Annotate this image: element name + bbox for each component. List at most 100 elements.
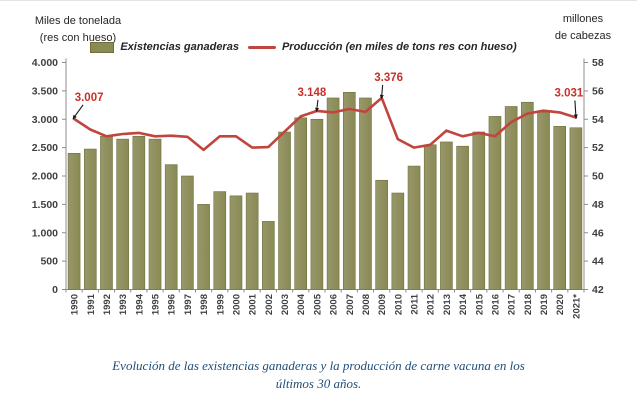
bar-2010 xyxy=(391,192,405,290)
x-tick-label-1996: 1996 xyxy=(167,294,178,315)
x-tick-label-1992: 1992 xyxy=(102,294,113,315)
x-tick-label-1995: 1995 xyxy=(151,293,162,315)
x-tick-label-2007: 2007 xyxy=(345,294,356,315)
bar-2019 xyxy=(537,111,550,290)
left-axis-tick-label: 3.000 xyxy=(32,114,58,126)
production-line xyxy=(72,96,578,152)
right-axis-tick-label: 46 xyxy=(592,227,604,239)
left-axis-tick-label: 3.500 xyxy=(32,85,58,97)
bar-2016 xyxy=(488,116,502,290)
right-axis-title-line1: millones xyxy=(562,13,604,25)
x-tick-label-2014: 2014 xyxy=(458,293,469,315)
x-tick-label-2011: 2011 xyxy=(410,293,421,314)
annotation-arrow-2009 xyxy=(381,84,384,95)
right-axis-tick-label: 52 xyxy=(592,142,604,154)
bar-2007 xyxy=(342,91,356,290)
x-tick-label-1990: 1990 xyxy=(70,294,81,315)
bar-2006 xyxy=(326,97,340,290)
annotation-label-1990: 3.007 xyxy=(75,92,104,104)
annotation-arrowhead-2021* xyxy=(573,114,578,119)
x-tick-label-1991: 1991 xyxy=(86,293,97,315)
x-tick-label-2008: 2008 xyxy=(361,294,372,315)
bar-2021* xyxy=(569,127,583,290)
left-axis-tick-label: 500 xyxy=(40,256,58,268)
left-axis-title: Miles de tonelada (res con hueso) xyxy=(16,13,140,46)
legend-label-existencias: Existencias ganaderas xyxy=(120,41,239,53)
bar-1990 xyxy=(67,153,81,290)
x-tick-label-2012: 2012 xyxy=(426,294,437,315)
bar-1996 xyxy=(164,164,178,290)
left-axis-tick-label: 1.000 xyxy=(32,227,58,239)
bar-1994 xyxy=(132,135,146,290)
bar-1995 xyxy=(148,138,162,290)
bar-2017 xyxy=(504,106,518,290)
left-axis-tick-label: 1.500 xyxy=(32,199,58,211)
annotation-arrowhead-2009 xyxy=(379,94,384,100)
x-tick-label-2013: 2013 xyxy=(442,294,453,315)
x-tick-label-2006: 2006 xyxy=(329,294,340,315)
bar-2014 xyxy=(456,145,469,290)
annotation-arrow-1990 xyxy=(74,104,84,117)
right-axis-tick-label: 48 xyxy=(592,199,604,211)
x-tick-label-2018: 2018 xyxy=(523,294,534,315)
bar-2009 xyxy=(375,179,388,290)
left-axis-title-line1: Miles de tonelada xyxy=(34,15,122,27)
annotation-label-2021*: 3.031 xyxy=(555,87,584,99)
x-tick-label-1998: 1998 xyxy=(199,294,210,315)
bar-series-swatch-icon xyxy=(90,41,115,53)
x-tick-label-2003: 2003 xyxy=(280,294,291,315)
x-tick-label-2004: 2004 xyxy=(296,293,307,315)
x-tick-label-2009: 2009 xyxy=(377,294,388,315)
bar-1999 xyxy=(213,191,227,290)
figure-caption: Evolución de las existencias ganaderas y… xyxy=(112,358,525,392)
x-tick-label-1999: 1999 xyxy=(215,294,226,315)
x-tick-label-2016: 2016 xyxy=(490,294,501,315)
x-tick-label-2020: 2020 xyxy=(555,294,566,315)
right-axis-tick-label: 50 xyxy=(592,171,604,183)
x-tick-label-2010: 2010 xyxy=(393,294,404,315)
right-axis-tick-label: 44 xyxy=(592,256,604,268)
bar-2012 xyxy=(423,144,437,290)
legend-item-existencias: Existencias ganaderas xyxy=(90,41,239,53)
x-tick-label-2019: 2019 xyxy=(539,294,550,315)
x-tick-label-2001: 2001 xyxy=(248,293,259,315)
right-axis-tick-label: 54 xyxy=(592,114,604,126)
right-axis-title: millones de cabezas xyxy=(540,11,626,44)
left-axis-tick-label: 0 xyxy=(52,284,58,296)
chart-legend: Existencias ganaderas Producción (en mil… xyxy=(0,41,607,53)
caption-container: Evolución de las existencias ganaderas y… xyxy=(0,357,637,393)
bar-2011 xyxy=(407,165,421,290)
annotation-arrowhead-2005 xyxy=(315,107,320,113)
x-tick-label-1994: 1994 xyxy=(134,293,145,315)
bar-2013 xyxy=(440,141,453,290)
bar-1991 xyxy=(83,148,97,290)
right-axis-tick-label: 56 xyxy=(592,85,604,97)
right-axis-tick-label: 58 xyxy=(592,57,604,69)
left-axis-tick-label: 4.000 xyxy=(32,57,58,69)
bar-2002 xyxy=(262,221,275,290)
right-axis-tick-label: 42 xyxy=(592,284,604,296)
bar-2015 xyxy=(472,131,486,290)
legend-label-produccion: Producción (en miles de tons res con hue… xyxy=(281,41,517,53)
annotation-arrowhead-1990 xyxy=(72,114,77,120)
annotation-arrow-2021* xyxy=(574,100,577,115)
left-axis-title-line2: (res con hueso) xyxy=(39,31,117,44)
x-tick-label-2017: 2017 xyxy=(507,294,518,315)
x-tick-label-2015: 2015 xyxy=(474,293,485,315)
bar-2005 xyxy=(310,118,324,290)
line-series-swatch-icon xyxy=(247,45,276,49)
bar-2018 xyxy=(521,101,534,290)
x-tick-label-2002: 2002 xyxy=(264,294,275,315)
right-axis-title-line2: de cabezas xyxy=(554,29,612,42)
annotation-label-2009: 3.376 xyxy=(374,72,403,84)
bar-1998 xyxy=(197,204,210,290)
x-tick-label-1993: 1993 xyxy=(118,294,129,315)
bar-1993 xyxy=(116,138,129,290)
x-tick-label-2021*: 2021* xyxy=(571,294,582,319)
annotation-arrow-2005 xyxy=(316,99,319,108)
x-tick-label-2005: 2005 xyxy=(312,293,323,315)
bar-2008 xyxy=(359,97,372,290)
left-axis-tick-label: 2.500 xyxy=(32,142,58,154)
